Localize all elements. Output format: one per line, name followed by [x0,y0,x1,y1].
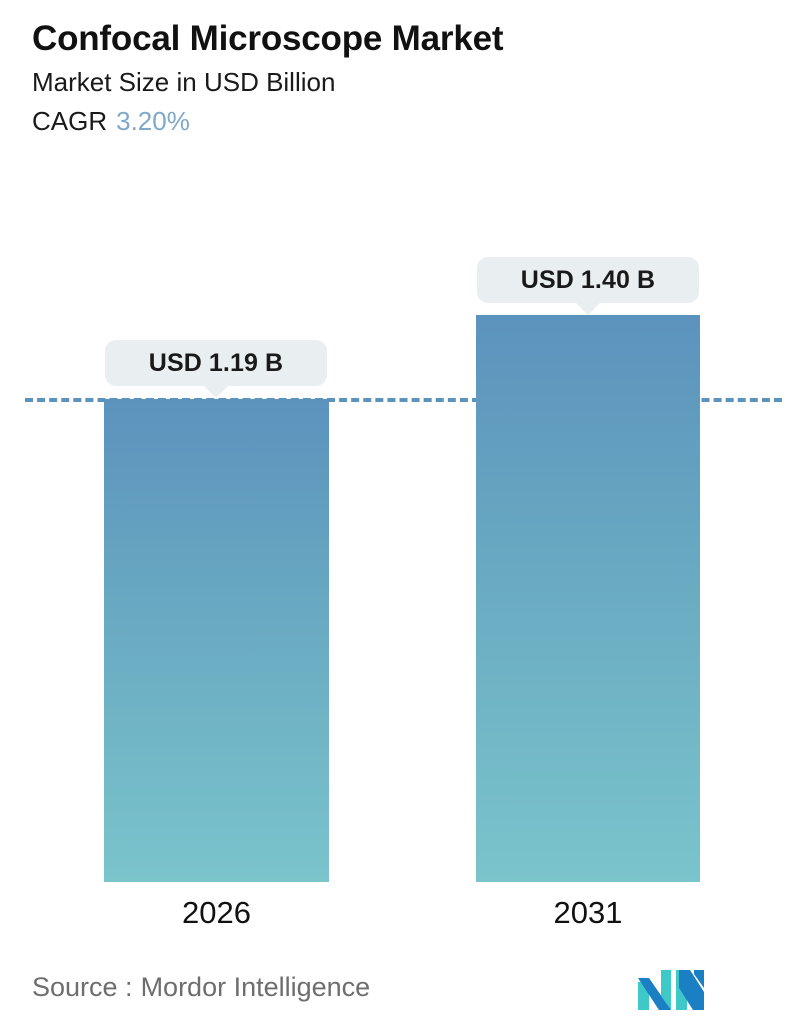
source-credit: Source : Mordor Intelligence [32,972,370,1003]
value-badge-2026-label: USD 1.19 B [148,348,284,377]
cagr-label: CAGR [32,106,108,137]
value-badge-2031: USD 1.40 B [477,257,699,303]
x-axis-label-2031: 2031 [553,895,623,930]
mordor-intelligence-logo-icon [638,970,704,1010]
chart-header: Confocal Microscope Market Market Size i… [32,18,772,139]
source-name: Mordor Intelligence [140,972,371,1002]
cagr-row: CAGR 3.20% [32,104,772,139]
chart-subtitle: Market Size in USD Billion [32,67,336,98]
value-badge-2026: USD 1.19 B [105,340,327,386]
value-badge-2031-label: USD 1.40 B [520,265,656,294]
bar-2031 [476,315,700,882]
bar-2026 [104,399,329,882]
x-axis-label-2026: 2026 [182,895,251,930]
source-label: Source : [32,972,133,1002]
reference-dashed-line [25,398,782,402]
cagr-value: 3.20% [116,106,190,137]
page-title: Confocal Microscope Market [32,19,504,58]
